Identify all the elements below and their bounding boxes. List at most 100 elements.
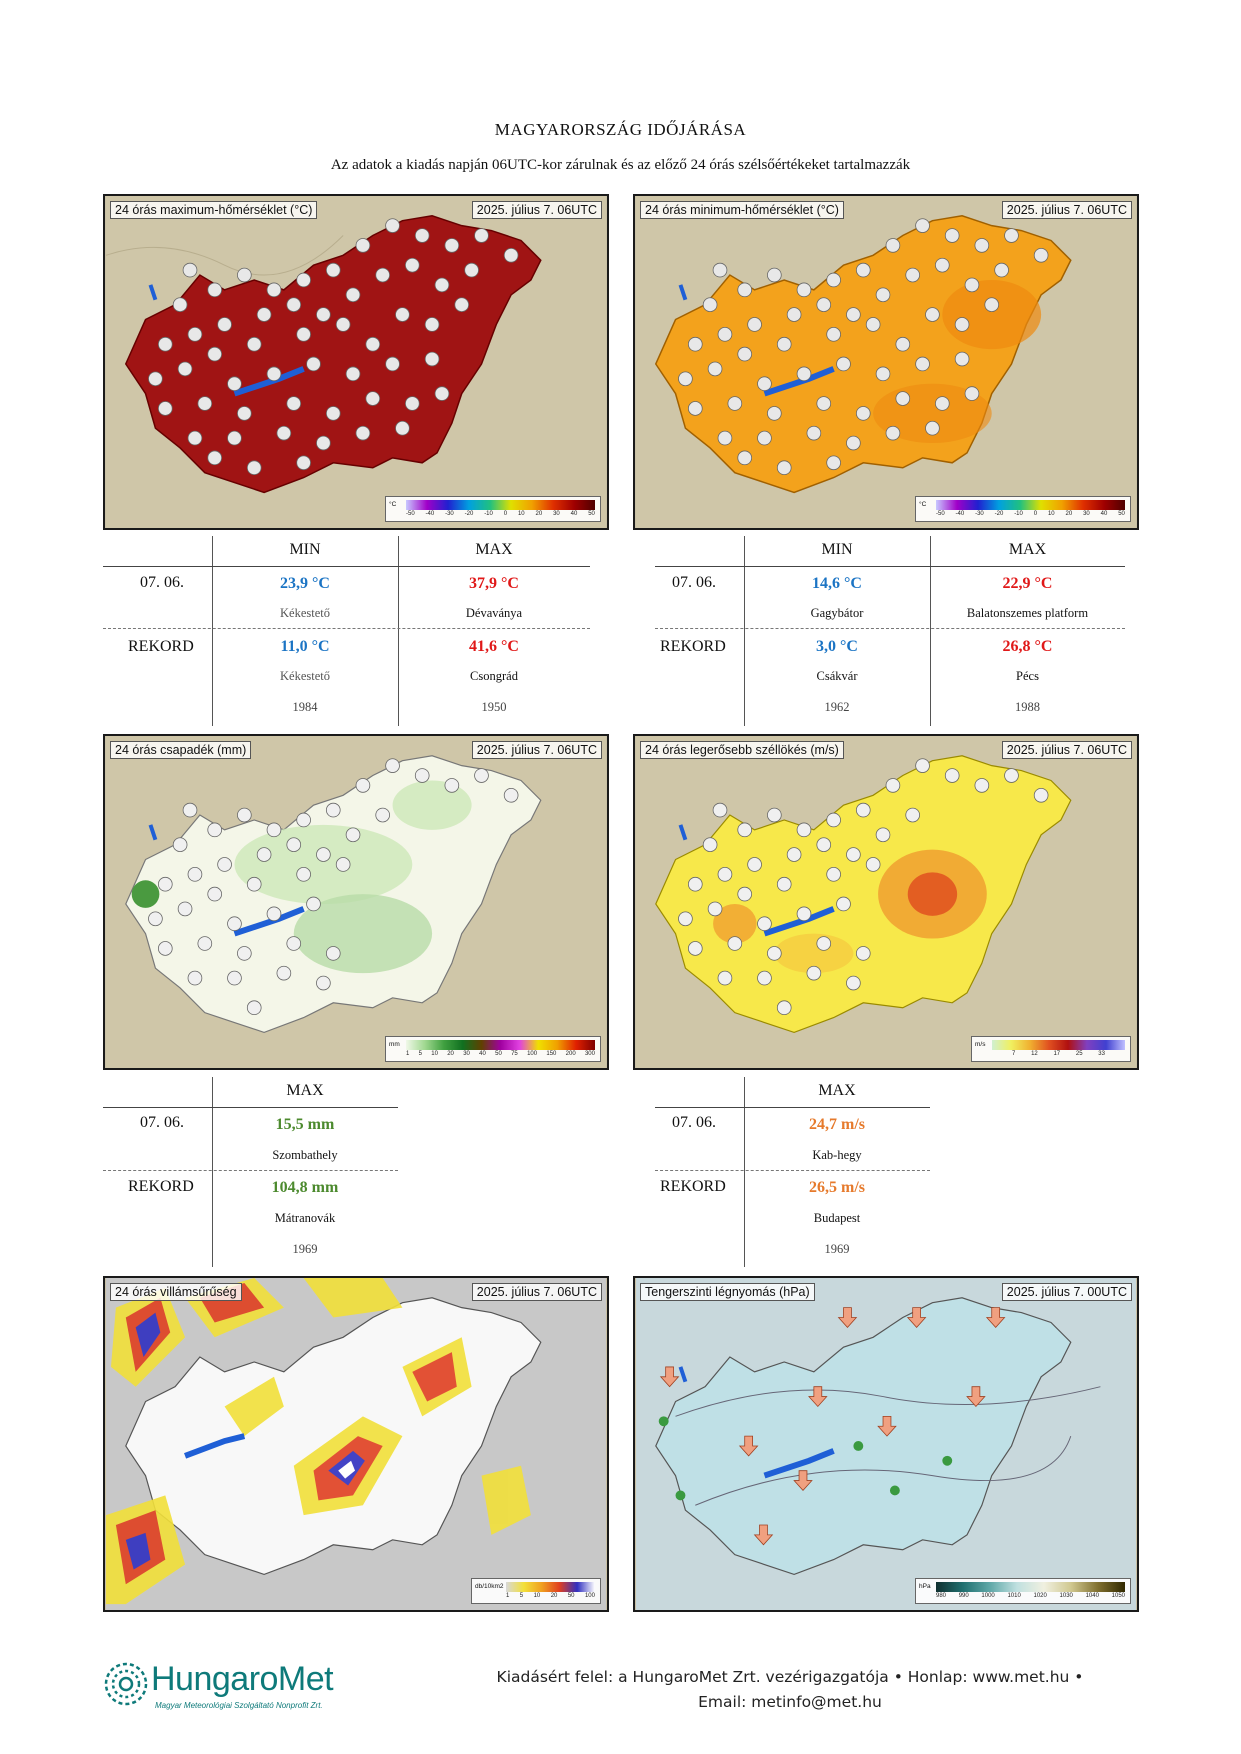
- map-background: [106, 1278, 606, 1610]
- record-max-value: 104,8 mm: [271, 1179, 339, 1196]
- legend-unit: db/10km2: [475, 1583, 504, 1590]
- header-max: MAX: [286, 1082, 324, 1099]
- legend-tick: 100: [527, 1051, 538, 1057]
- min-value: 23,9 °C: [280, 575, 330, 592]
- legend-tick: -10: [484, 511, 493, 517]
- legend-ticks: 1 5 10 20 30 40 50 75 100 150 200 300: [406, 1050, 595, 1059]
- footer: Kiadásért felel: a HungaroMet Zrt. vezér…: [460, 1665, 1120, 1715]
- map-date: 2025. július 7. 00UTC: [1001, 1283, 1132, 1301]
- legend-tick: 10: [517, 511, 525, 517]
- map-min-temperature: 24 órás minimum-hőmérséklet (°C) 2025. j…: [633, 194, 1139, 530]
- legend-tick: 1040: [1085, 1593, 1099, 1599]
- map-background: [105, 196, 606, 528]
- legend-tick: 10: [1047, 511, 1055, 517]
- legend-tick: 980: [936, 1593, 947, 1599]
- map-legend: °C -50 -40 -30 -20 -10 0 10 20 30 40 50: [915, 496, 1131, 522]
- balaton-lake: [184, 1433, 246, 1459]
- legend-tick: 20: [1065, 511, 1073, 517]
- map-precipitation: 24 órás csapadék (mm) 2025. július 7. 06…: [103, 734, 609, 1070]
- legend-tick: 12: [1031, 1051, 1038, 1057]
- legend-tick: 50: [567, 1593, 575, 1599]
- map-wind-gust: 24 órás legerősebb széllökés (m/s) 2025.…: [633, 734, 1139, 1070]
- logo-swirl-icon: [104, 1662, 148, 1706]
- map-date: 2025. július 7. 06UTC: [1001, 201, 1132, 219]
- header-max: MAX: [818, 1082, 856, 1099]
- legend-unit: hPa: [919, 1583, 931, 1590]
- legend-ticks: 7 12 17 25 33: [992, 1050, 1125, 1059]
- legend-tick: 5: [519, 1593, 524, 1599]
- map-legend: °C -50 -40 -30 -20 -10 0 10 20 30 40 50: [385, 496, 601, 522]
- record-min-year: 1962: [824, 700, 850, 714]
- map-date: 2025. július 7. 06UTC: [471, 741, 602, 759]
- record-min-value: 11,0 °C: [280, 638, 330, 655]
- map-date: 2025. július 7. 06UTC: [1001, 741, 1132, 759]
- map-title: 24 órás csapadék (mm): [110, 741, 252, 759]
- legend-tick: 20: [550, 1593, 558, 1599]
- legend-ticks: -50 -40 -30 -20 -10 0 10 20 30 40 50: [406, 510, 595, 519]
- record-max-value: 26,8 °C: [1002, 638, 1053, 655]
- record-max-value: 41,6 °C: [469, 638, 519, 655]
- header-min: MIN: [289, 541, 321, 558]
- map-legend: hPa 980 990 1000 1010 1020 1030 1040 1050: [915, 1578, 1131, 1604]
- legend-tick: -40: [425, 511, 435, 517]
- legend-tick: 100: [584, 1593, 595, 1599]
- logo-subtitle: Magyar Meteorológiai Szolgáltató Nonprof…: [155, 1701, 323, 1710]
- legend-tick: 20: [447, 1051, 454, 1057]
- map-title: 24 órás maximum-hőmérséklet (°C): [110, 201, 318, 219]
- legend-tick: 40: [1100, 511, 1108, 517]
- map-date: 2025. július 7. 06UTC: [471, 201, 602, 219]
- legend-tick: 1000: [981, 1593, 995, 1599]
- row-record-label: REKORD: [660, 1178, 726, 1195]
- legend-tick: 75: [511, 1051, 518, 1057]
- record-max-year: 1969: [824, 1242, 850, 1256]
- page-title: MAGYARORSZÁG IDŐJÁRÁSA: [494, 120, 747, 139]
- legend-tick: 10: [533, 1593, 541, 1599]
- max-place: Balatonszemes platform: [966, 606, 1089, 620]
- legend-tick: 1: [406, 1051, 410, 1057]
- legend-tick: 1020: [1033, 1593, 1047, 1599]
- legend-tick: 990: [958, 1593, 969, 1599]
- legend-tick: -20: [464, 511, 474, 517]
- legend-tick: 150: [546, 1051, 557, 1057]
- legend-tick: -50: [936, 511, 945, 517]
- row-record-label: REKORD: [128, 1178, 194, 1195]
- record-max-place: Csongrád: [470, 669, 518, 683]
- legend-tick: 50: [588, 511, 595, 517]
- record-max-place: Mátranovák: [274, 1211, 336, 1225]
- legend-ticks: 1 5 10 20 50 100: [506, 1592, 595, 1601]
- min-value: 14,6 °C: [812, 575, 862, 592]
- record-min-value: 3,0 °C: [816, 638, 858, 655]
- legend-tick: -20: [994, 511, 1004, 517]
- map-legend: mm 1 5 10 20 30 40 50 75 100 150 200 300: [385, 1036, 601, 1062]
- logo-name: HungaroMet: [151, 1660, 334, 1698]
- legend-tick: 7: [1012, 1051, 1016, 1057]
- record-min-year: 1984: [292, 700, 318, 714]
- legend-tick: 25: [1075, 1051, 1083, 1057]
- map-title: Tengerszinti légnyomás (hPa): [640, 1283, 815, 1301]
- max-value: 37,9 °C: [469, 575, 519, 592]
- max-value: 22,9 °C: [1002, 575, 1053, 592]
- legend-tick: 17: [1053, 1051, 1061, 1057]
- record-min-place: Csákvár: [816, 669, 858, 683]
- legend-tick: -50: [406, 511, 415, 517]
- record-min-place: Kékestető: [280, 669, 330, 683]
- map-title: 24 órás minimum-hőmérséklet (°C): [640, 201, 844, 219]
- page-subtitle: Az adatok a kiadás napján 06UTC-kor záru…: [330, 157, 911, 173]
- legend-unit: mm: [389, 1041, 400, 1048]
- legend-tick: 0: [1033, 511, 1038, 517]
- map-lightning-density: 24 órás villámsűrűség 2025. július 7. 06…: [103, 1276, 609, 1612]
- legend-tick: 40: [570, 511, 578, 517]
- legend-tick: -10: [1014, 511, 1023, 517]
- map-background: [636, 1278, 1136, 1610]
- hungaromet-logo: HungaroMet Magyar Meteorológiai Szolgált…: [103, 1656, 363, 1720]
- map-title: 24 órás legerősebb széllökés (m/s): [640, 741, 844, 759]
- record-max-value: 26,5 m/s: [809, 1179, 865, 1196]
- legend-tick: 33: [1098, 1051, 1105, 1057]
- map-title: 24 órás villámsűrűség: [110, 1283, 242, 1301]
- legend-tick: 10: [431, 1051, 438, 1057]
- header-max: MAX: [475, 541, 513, 558]
- legend-unit: °C: [389, 501, 397, 508]
- legend-tick: 1050: [1111, 1593, 1125, 1599]
- legend-tick: 1010: [1007, 1593, 1021, 1599]
- legend-tick: -30: [975, 511, 984, 517]
